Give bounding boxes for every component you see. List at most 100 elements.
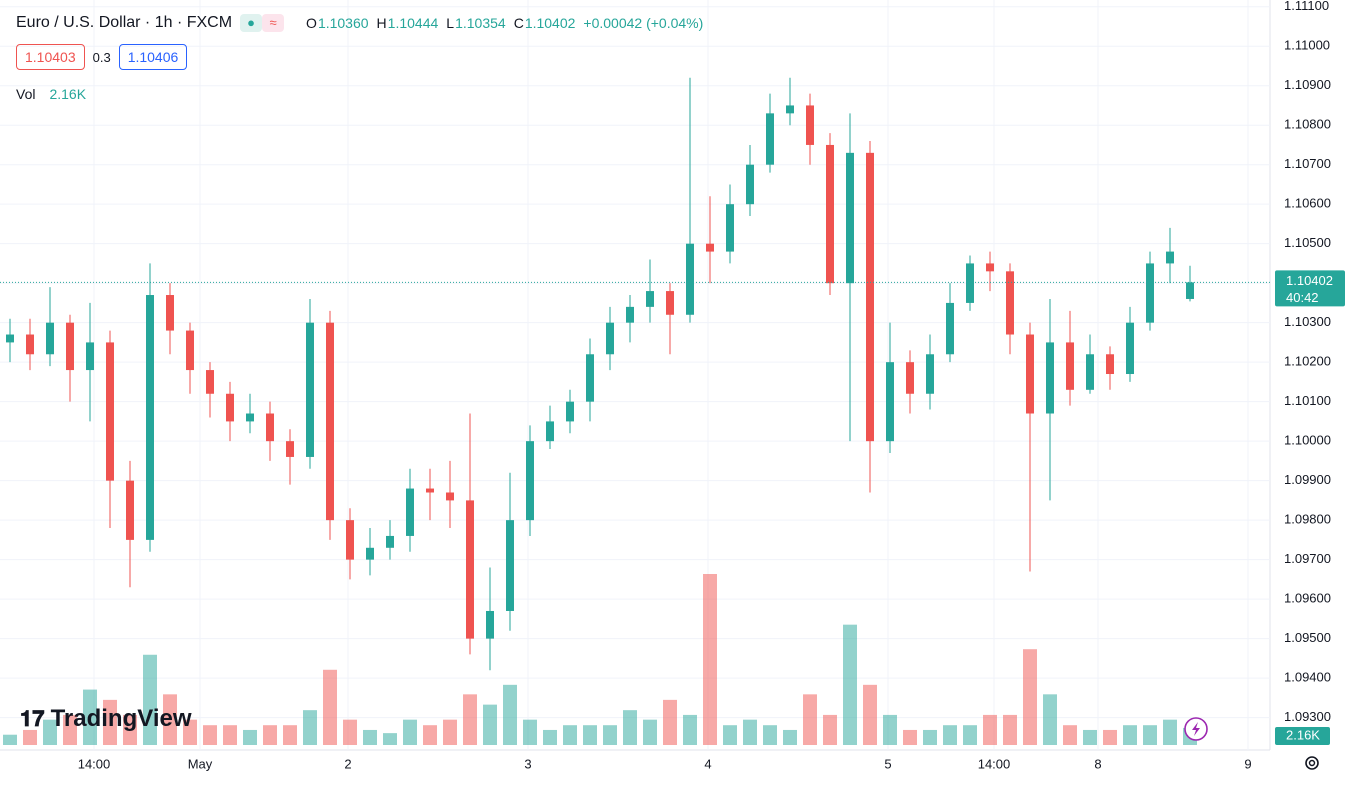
candles: [6, 77, 1194, 671]
x-tick-label: 4: [704, 756, 711, 771]
volume-bar: [403, 719, 417, 745]
quote-row: 1.10403 0.3 1.10406: [16, 44, 188, 70]
candle-body: [846, 152, 854, 284]
ohlc-value: 1.10402: [524, 15, 576, 31]
candle-body: [146, 295, 154, 540]
volume-bar: [1103, 729, 1117, 745]
volume-bar: [543, 729, 557, 745]
candle-body: [426, 488, 434, 493]
volume-bar: [963, 725, 977, 745]
volume-bar: [803, 694, 817, 745]
candle-body: [546, 421, 554, 442]
ohlc-key: H: [376, 15, 387, 31]
candle-body: [1086, 354, 1094, 390]
candle-body: [766, 113, 774, 165]
volume-bar: [563, 725, 577, 745]
y-tick-label: 1.10300: [1284, 314, 1331, 329]
symbol: Euro / U.S. Dollar · 1h · FXCM: [16, 14, 233, 31]
volume-bar: [1123, 725, 1137, 745]
candle-body: [406, 488, 414, 536]
candle-body: [606, 322, 614, 355]
candle-body: [1066, 342, 1074, 390]
candle-body: [126, 480, 134, 540]
grid: [0, 0, 1270, 750]
volume-bar: [463, 694, 477, 745]
volume: [3, 574, 1197, 745]
candle-body: [186, 330, 194, 371]
candle-body: [326, 322, 334, 521]
candle-body: [1006, 271, 1014, 335]
bid[interactable]: 1.10403: [16, 44, 85, 70]
lightning-icon[interactable]: [1184, 717, 1208, 741]
candle-body: [106, 342, 114, 481]
y-tick-label: 1.09400: [1284, 670, 1331, 685]
volume-bar: [43, 719, 57, 745]
volume-bar: [783, 729, 797, 745]
candle-body: [666, 291, 674, 315]
volume-bar: [23, 729, 37, 745]
candle-body: [1126, 322, 1134, 375]
y-tick-label: 1.09300: [1284, 709, 1331, 724]
candle-body: [86, 342, 94, 371]
candle-body: [986, 263, 994, 272]
y-tick-label: 1.10700: [1284, 156, 1331, 171]
volume-bar: [1143, 725, 1157, 745]
volume-bar: [203, 725, 217, 745]
candle-body: [626, 306, 634, 323]
candle-body: [1106, 354, 1114, 375]
volume-bar: [1083, 729, 1097, 745]
watermark: 𝟏𝟕 TradingView: [20, 705, 192, 732]
volume-value: 2.16K: [1286, 727, 1320, 742]
status-dot[interactable]: ●: [240, 14, 263, 32]
candle-body: [1166, 251, 1174, 264]
volume-bar: [523, 719, 537, 745]
volume-bar: [823, 714, 837, 745]
candle-body: [486, 610, 494, 639]
candle-body: [586, 354, 594, 402]
volume-bar: [483, 704, 497, 745]
volume-bar: [143, 654, 157, 745]
ohlc-item: C1.10402: [514, 15, 576, 31]
volume-bar: [883, 714, 897, 745]
candle-body: [366, 547, 374, 560]
y-tick-label: 1.09700: [1284, 551, 1331, 566]
ohlc-item: O1.10360: [306, 15, 369, 31]
candle-body: [346, 520, 354, 560]
y-tick-label: 1.09800: [1284, 512, 1331, 527]
vol-label: Vol: [16, 86, 36, 102]
volume-bar: [723, 725, 737, 745]
volume-bar: [1043, 694, 1057, 745]
volume-bar: [643, 719, 657, 745]
candle-body: [446, 492, 454, 501]
status-wave[interactable]: ≈: [262, 14, 285, 32]
candle-body: [306, 322, 314, 457]
volume-bar: [663, 699, 677, 745]
candle-body: [506, 520, 514, 611]
candle-body: [6, 334, 14, 343]
ohlc-item: H1.10444: [377, 15, 439, 31]
ask[interactable]: 1.10406: [118, 44, 188, 70]
candle-body: [1186, 282, 1194, 299]
y-tick-label: 1.10100: [1284, 393, 1331, 408]
volume-bar: [243, 729, 257, 745]
candle-body: [1046, 342, 1054, 414]
ohlc-value: 1.10354: [455, 15, 506, 31]
volume-bar: [343, 719, 357, 745]
ohlc-key: L: [446, 15, 455, 31]
settings-icon[interactable]: [1305, 756, 1319, 770]
ohlc-value: 1.10360: [317, 15, 369, 31]
last-price-label: 1.10402: [1286, 273, 1333, 288]
volume-bar: [1003, 714, 1017, 745]
candle-body: [806, 105, 814, 145]
candle-body: [826, 144, 834, 284]
volume-bar: [383, 733, 397, 745]
candle-body: [166, 295, 174, 331]
volume-bar: [503, 684, 517, 745]
volume-bar: [763, 725, 777, 745]
volume-bar: [183, 719, 197, 745]
volume-bar: [1063, 725, 1077, 745]
y-tick-label: 1.10800: [1284, 117, 1331, 132]
candle-body: [266, 413, 274, 442]
candle-body: [206, 370, 214, 394]
